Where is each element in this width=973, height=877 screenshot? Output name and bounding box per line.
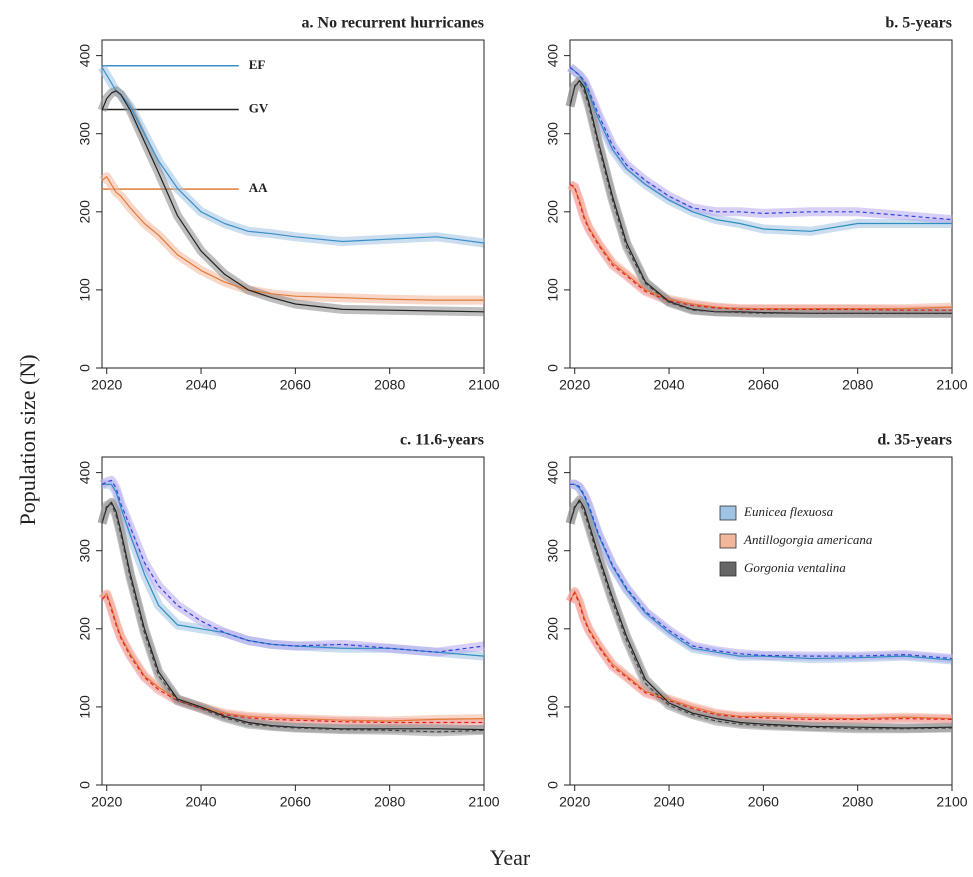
series-line — [101, 66, 485, 244]
series-line — [569, 66, 953, 221]
legend-label: Gorgonia ventalina — [744, 560, 846, 575]
series-line — [569, 592, 953, 720]
panel-title: b. 5-years — [885, 15, 952, 32]
x-tick-label: 2060 — [280, 377, 311, 393]
x-tick-label: 2040 — [185, 377, 216, 393]
y-axis-title: Population size (N) — [15, 354, 40, 525]
x-tick-label: 2060 — [280, 794, 311, 810]
series-line — [569, 501, 953, 730]
series-band — [97, 86, 485, 317]
series-band — [98, 589, 485, 726]
series-band — [102, 479, 485, 661]
x-tick-label: 2060 — [748, 377, 779, 393]
y-tick-label: 300 — [77, 122, 93, 146]
x-tick-label: 2080 — [842, 377, 873, 393]
series-line — [569, 66, 952, 232]
panel-title: d. 35-years — [877, 432, 952, 449]
series-line — [569, 184, 953, 310]
x-tick-label: 2080 — [374, 377, 405, 393]
legend-swatch — [719, 533, 737, 549]
series-line — [101, 503, 485, 733]
plot-frame — [101, 39, 485, 369]
plot-frame — [569, 456, 953, 786]
y-tick-label: 300 — [545, 539, 561, 563]
y-tick-label: 0 — [77, 364, 93, 372]
y-tick-label: 100 — [77, 695, 93, 719]
series-band — [100, 475, 485, 657]
x-axis-title: Year — [490, 845, 531, 870]
x-tick-label: 2040 — [185, 794, 216, 810]
y-tick-label: 200 — [545, 200, 561, 224]
x-tick-label: 2100 — [936, 794, 967, 810]
y-tick-label: 200 — [545, 617, 561, 641]
y-tick-label: 100 — [77, 278, 93, 302]
series-band — [97, 499, 485, 737]
y-tick-label: 0 — [545, 781, 561, 789]
series-line — [569, 183, 952, 311]
series-line — [570, 483, 953, 660]
y-tick-label: 200 — [77, 200, 93, 224]
series-line — [569, 80, 952, 314]
y-tick-label: 0 — [545, 364, 561, 372]
series-band — [567, 63, 953, 225]
series-band — [99, 590, 484, 727]
x-tick-label: 2100 — [468, 794, 499, 810]
legend-swatch — [719, 561, 737, 577]
y-tick-label: 0 — [77, 781, 93, 789]
y-tick-label: 100 — [545, 278, 561, 302]
series-line — [101, 593, 485, 722]
series-band — [98, 64, 485, 248]
plot-frame — [569, 39, 953, 369]
series-line — [101, 479, 485, 653]
series-band — [97, 497, 485, 735]
y-tick-label: 200 — [77, 617, 93, 641]
legend-swatch — [719, 505, 737, 521]
y-tick-label: 400 — [77, 461, 93, 485]
y-tick-label: 400 — [545, 44, 561, 68]
x-tick-label: 2020 — [91, 794, 122, 810]
legend-label: Eunicea flexuosa — [743, 504, 834, 519]
x-tick-label: 2100 — [936, 377, 967, 393]
reference-label: EF — [249, 57, 266, 72]
reference-label: AA — [249, 180, 268, 195]
series-line — [570, 483, 953, 661]
series-line — [569, 82, 952, 314]
series-line — [101, 594, 484, 724]
y-tick-label: 300 — [77, 539, 93, 563]
series-band — [567, 63, 952, 236]
x-tick-label: 2080 — [374, 794, 405, 810]
plot-frame — [101, 456, 485, 786]
x-tick-label: 2100 — [468, 377, 499, 393]
x-tick-label: 2060 — [748, 794, 779, 810]
y-tick-label: 400 — [545, 461, 561, 485]
series-line — [102, 483, 485, 657]
series-line — [569, 499, 953, 729]
reference-label: GV — [249, 100, 269, 115]
y-tick-label: 300 — [545, 122, 561, 146]
x-tick-label: 2020 — [91, 377, 122, 393]
y-tick-label: 100 — [545, 695, 561, 719]
y-tick-label: 400 — [77, 44, 93, 68]
x-tick-label: 2080 — [842, 794, 873, 810]
panel-title: a. No recurrent hurricanes — [302, 15, 484, 32]
x-tick-label: 2040 — [653, 794, 684, 810]
x-tick-label: 2020 — [559, 794, 590, 810]
series-line — [101, 90, 485, 313]
series-line — [101, 176, 484, 301]
legend-label: Antillogorgia americana — [743, 532, 873, 547]
panel-title: c. 11.6-years — [400, 432, 484, 449]
x-tick-label: 2020 — [559, 377, 590, 393]
series-line — [101, 501, 485, 731]
x-tick-label: 2040 — [653, 377, 684, 393]
